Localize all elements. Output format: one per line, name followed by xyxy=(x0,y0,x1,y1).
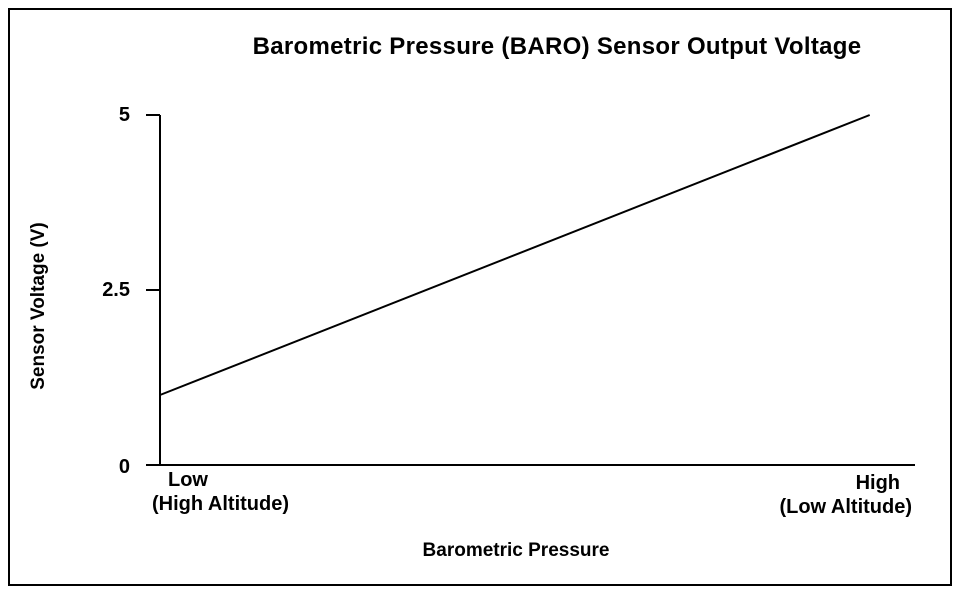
chart-title: Barometric Pressure (BARO) Sensor Output… xyxy=(252,33,862,60)
y-axis-title: Sensor Voltage (V) xyxy=(28,222,49,390)
x-axis-right-sublabel: (Low Altitude) xyxy=(779,496,912,518)
x-axis-left-sublabel: (High Altitude) xyxy=(152,493,290,515)
x-axis-left-label: Low xyxy=(168,469,208,491)
plot-area xyxy=(146,114,915,466)
x-axis-right-label: High xyxy=(855,472,900,494)
ytick-label-5: 5 xyxy=(118,104,130,126)
ytick-label-2-5: 2.5 xyxy=(102,279,130,301)
series-line-baro-sensor-output xyxy=(159,114,871,396)
ytick-label-0: 0 xyxy=(118,456,130,478)
x-axis-title: Barometric Pressure xyxy=(422,540,610,561)
